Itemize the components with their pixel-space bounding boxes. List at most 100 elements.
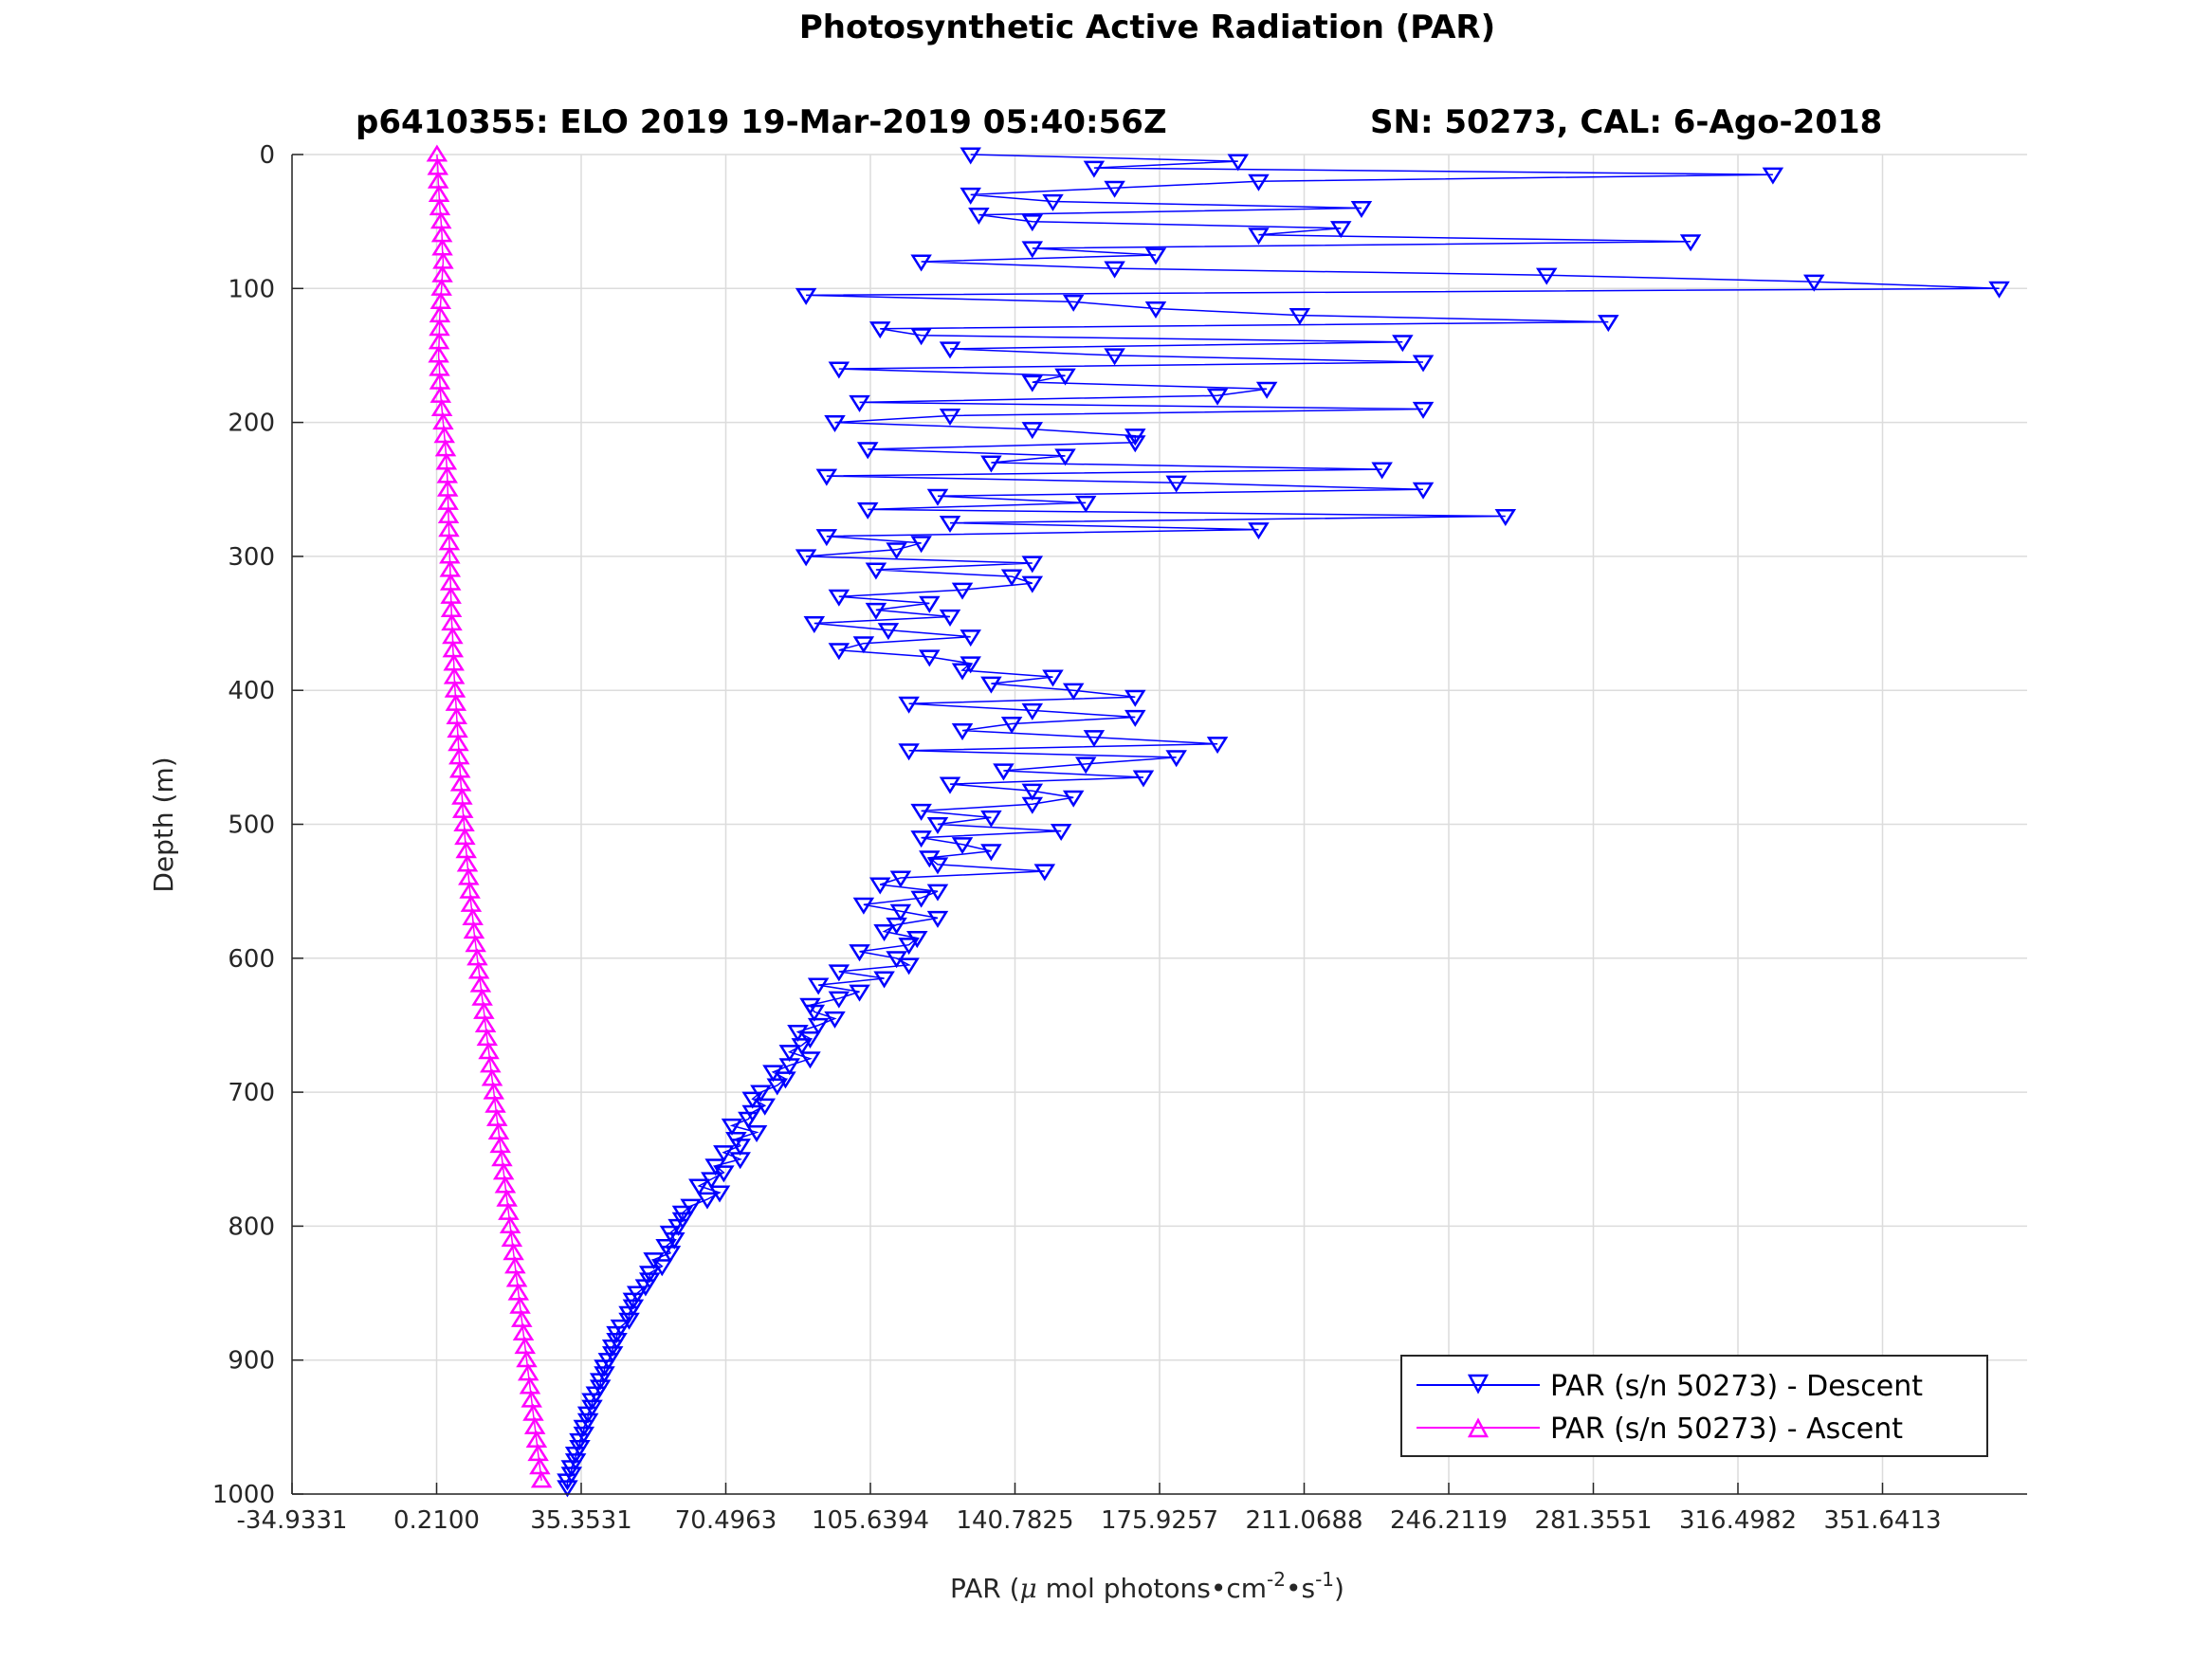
descent-marker xyxy=(951,837,974,855)
x-tick-label: 70.4963 xyxy=(675,1506,777,1535)
descent-marker xyxy=(980,455,1002,473)
descent-marker xyxy=(803,1004,826,1022)
descent-marker xyxy=(828,991,850,1009)
descent-marker xyxy=(910,328,932,346)
descent-marker xyxy=(1062,294,1085,312)
descent-marker xyxy=(1000,716,1023,734)
descent-marker xyxy=(889,903,912,921)
x-tick-labels: -34.9331 0.2100 35.3531 70.4963 105.6394 140.… xyxy=(237,1506,1942,1535)
descent-marker xyxy=(1000,569,1023,587)
descent-marker xyxy=(910,830,932,848)
ascent-series xyxy=(426,144,553,1488)
ascent-marker xyxy=(512,1322,535,1340)
x-tick-label: 246.2119 xyxy=(1390,1506,1508,1535)
descent-marker xyxy=(803,616,826,634)
descent-marker xyxy=(849,944,870,962)
descent-marker xyxy=(1083,730,1106,748)
descent-marker xyxy=(926,910,949,928)
descent-marker xyxy=(886,542,907,560)
ascent-marker xyxy=(491,1149,513,1167)
ascent-marker xyxy=(516,1350,538,1368)
descent-marker xyxy=(807,1017,830,1035)
descent-marker xyxy=(1412,401,1435,419)
ascent-marker xyxy=(522,1403,544,1421)
descent-marker xyxy=(980,810,1002,828)
x-label-dot: •s xyxy=(1286,1573,1315,1604)
descent-marker xyxy=(1021,796,1044,814)
ascent-marker xyxy=(465,935,486,953)
y-tick-label: 600 xyxy=(228,945,275,974)
descent-marker xyxy=(828,589,850,607)
ascent-marker xyxy=(471,988,493,1006)
ascent-marker xyxy=(481,1068,503,1086)
descent-marker xyxy=(1104,180,1125,198)
ascent-marker xyxy=(496,1189,518,1207)
descent-marker xyxy=(939,609,961,627)
ascent-marker xyxy=(517,1363,539,1381)
descent-marker xyxy=(926,488,949,506)
x-tick-label: 351.6413 xyxy=(1823,1506,1941,1535)
descent-marker xyxy=(898,696,920,714)
descent-marker xyxy=(993,763,1015,781)
ascent-marker xyxy=(514,1337,537,1355)
descent-marker xyxy=(1124,709,1146,727)
descent-marker xyxy=(939,408,961,426)
descent-marker xyxy=(557,1480,578,1498)
descent-marker xyxy=(1330,221,1352,239)
legend-box xyxy=(1400,1355,1988,1457)
descent-marker xyxy=(926,884,949,902)
ascent-marker xyxy=(499,1215,521,1233)
y-tick-labels: 0 100 200 300 400 500 600 700 800 900 1000 xyxy=(212,141,275,1509)
descent-marker xyxy=(799,1051,821,1069)
descent-marker xyxy=(696,1192,719,1210)
descent-marker xyxy=(951,582,974,600)
x-tick-label: 35.3531 xyxy=(530,1506,632,1535)
descent-marker xyxy=(1255,381,1278,399)
descent-marker xyxy=(856,442,879,460)
descent-marker xyxy=(873,923,895,941)
y-tick-label: 400 xyxy=(228,677,275,705)
descent-marker xyxy=(898,957,920,975)
descent-marker xyxy=(939,516,961,534)
descent-marker xyxy=(659,1246,682,1264)
descent-marker xyxy=(1074,757,1097,775)
descent-marker xyxy=(1206,737,1229,755)
descent-marker xyxy=(713,1145,735,1163)
descent-marker xyxy=(852,636,875,654)
descent-marker xyxy=(721,1118,743,1136)
y-tick-label: 300 xyxy=(228,543,275,572)
descent-marker xyxy=(1021,214,1044,232)
descent-marker xyxy=(1206,388,1229,406)
descent-marker xyxy=(1165,475,1187,493)
ascent-marker xyxy=(519,1376,541,1395)
descent-marker xyxy=(824,415,846,433)
ascent-marker xyxy=(463,921,485,939)
legend-descent-marker xyxy=(1467,1374,1490,1395)
descent-marker xyxy=(1144,301,1167,319)
descent-marker xyxy=(1021,422,1044,440)
descent-marker xyxy=(1679,234,1702,252)
descent-marker xyxy=(778,1058,801,1076)
descent-marker xyxy=(828,361,850,379)
ascent-marker xyxy=(476,1029,499,1047)
series-layer xyxy=(426,144,2010,1498)
y-tick-label: 0 xyxy=(259,141,275,170)
ascent-marker xyxy=(489,1136,511,1154)
legend-ascent-label: PAR (s/n 50273) - Ascent xyxy=(1550,1413,1903,1446)
descent-marker xyxy=(778,1045,801,1063)
descent-marker xyxy=(824,1011,846,1029)
descent-marker xyxy=(1762,167,1784,185)
ascent-marker xyxy=(469,975,492,993)
ascent-marker xyxy=(483,1082,505,1100)
ascent-marker xyxy=(467,961,490,979)
descent-marker xyxy=(1494,508,1517,526)
ascent-marker xyxy=(504,1256,526,1274)
descent-marker xyxy=(865,562,887,580)
descent-marker xyxy=(919,595,941,613)
descent-marker xyxy=(926,857,949,875)
descent-marker xyxy=(1412,482,1435,500)
y-tick-label: 900 xyxy=(228,1347,275,1376)
ascent-marker xyxy=(492,1162,515,1180)
descent-marker xyxy=(868,877,891,895)
ascent-marker xyxy=(509,1296,531,1314)
